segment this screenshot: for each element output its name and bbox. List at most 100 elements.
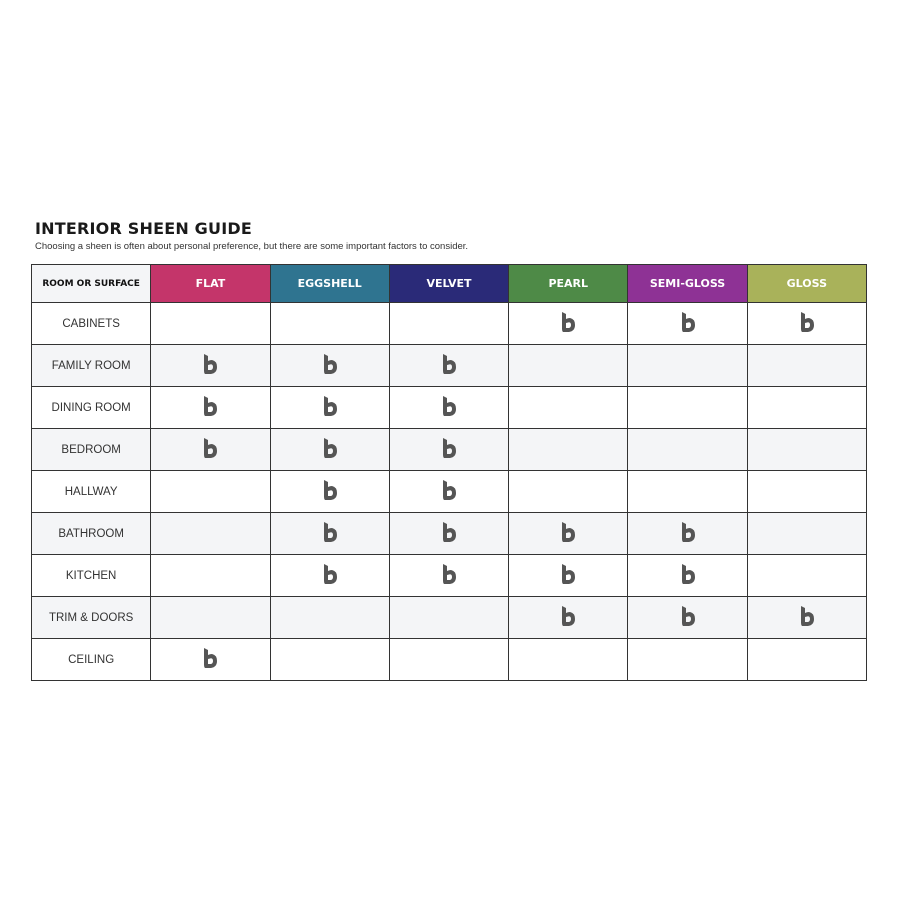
- b-logo-icon: [322, 396, 338, 416]
- header-room-or-surface: ROOM OR SURFACE: [30, 264, 152, 303]
- page-subtitle: Choosing a sheen is often about personal…: [35, 241, 469, 252]
- cell-flat: [150, 512, 271, 555]
- b-logo-icon: [202, 354, 218, 374]
- table-row: KITCHEN: [30, 554, 868, 597]
- cell-velvet: [388, 470, 510, 513]
- cell-velvet: [388, 596, 510, 639]
- row-label: FAMILY ROOM: [30, 344, 152, 387]
- cell-eggshell: [269, 596, 390, 639]
- table-row: FAMILY ROOM: [30, 344, 868, 387]
- header-row: ROOM OR SURFACE FLAT EGGSHELL VELVET PEARL S…: [30, 264, 868, 303]
- b-logo-icon: [202, 396, 218, 416]
- cell-eggshell: [269, 344, 390, 387]
- table-row: HALLWAY: [30, 470, 868, 513]
- row-label: BATHROOM: [30, 512, 152, 555]
- cell-gloss: [746, 470, 868, 513]
- header-flat: FLAT: [150, 264, 271, 303]
- b-logo-icon: [441, 480, 457, 500]
- sheen-guide-table: ROOM OR SURFACE FLAT EGGSHELL VELVET PEARL S…: [30, 264, 868, 681]
- cell-semi-gloss: [627, 344, 748, 387]
- cell-pearl: [508, 302, 629, 345]
- cell-gloss: [746, 428, 868, 471]
- cell-velvet: [388, 638, 510, 681]
- cell-eggshell: [269, 428, 390, 471]
- b-logo-icon: [322, 480, 338, 500]
- cell-semi-gloss: [627, 512, 748, 555]
- table-row: BEDROOM: [30, 428, 868, 471]
- cell-eggshell: [269, 302, 390, 345]
- cell-gloss: [746, 386, 868, 429]
- cell-pearl: [508, 344, 629, 387]
- cell-eggshell: [269, 512, 390, 555]
- b-logo-icon: [441, 564, 457, 584]
- b-logo-icon: [799, 606, 815, 626]
- cell-flat: [150, 386, 271, 429]
- cell-semi-gloss: [627, 638, 748, 681]
- cell-semi-gloss: [627, 302, 748, 345]
- b-logo-icon: [441, 438, 457, 458]
- cell-gloss: [746, 554, 868, 597]
- header-semi-gloss: SEMI-GLOSS: [627, 264, 748, 303]
- b-logo-icon: [441, 396, 457, 416]
- table-row: CEILING: [30, 638, 868, 681]
- cell-pearl: [508, 554, 629, 597]
- cell-flat: [150, 470, 271, 513]
- b-logo-icon: [680, 606, 696, 626]
- row-label: DINING ROOM: [30, 386, 152, 429]
- b-logo-icon: [560, 564, 576, 584]
- cell-semi-gloss: [627, 386, 748, 429]
- b-logo-icon: [680, 522, 696, 542]
- cell-eggshell: [269, 470, 390, 513]
- cell-gloss: [746, 344, 868, 387]
- b-logo-icon: [560, 522, 576, 542]
- cell-velvet: [388, 302, 510, 345]
- cell-semi-gloss: [627, 428, 748, 471]
- header-gloss: GLOSS: [746, 264, 868, 303]
- cell-flat: [150, 428, 271, 471]
- b-logo-icon: [322, 354, 338, 374]
- cell-gloss: [746, 596, 868, 639]
- cell-pearl: [508, 512, 629, 555]
- b-logo-icon: [441, 354, 457, 374]
- table-row: BATHROOM: [30, 512, 868, 555]
- cell-velvet: [388, 344, 510, 387]
- b-logo-icon: [560, 312, 576, 332]
- header-eggshell: EGGSHELL: [269, 264, 390, 303]
- b-logo-icon: [202, 438, 218, 458]
- cell-pearl: [508, 386, 629, 429]
- cell-flat: [150, 554, 271, 597]
- row-label: TRIM & DOORS: [30, 596, 152, 639]
- row-label: BEDROOM: [30, 428, 152, 471]
- cell-eggshell: [269, 554, 390, 597]
- b-logo-icon: [322, 564, 338, 584]
- cell-gloss: [746, 302, 868, 345]
- cell-flat: [150, 302, 271, 345]
- cell-semi-gloss: [627, 470, 748, 513]
- b-logo-icon: [560, 606, 576, 626]
- cell-semi-gloss: [627, 554, 748, 597]
- cell-pearl: [508, 470, 629, 513]
- cell-flat: [150, 596, 271, 639]
- b-logo-icon: [799, 312, 815, 332]
- b-logo-icon: [202, 648, 218, 668]
- header-pearl: PEARL: [508, 264, 629, 303]
- b-logo-icon: [441, 522, 457, 542]
- cell-velvet: [388, 386, 510, 429]
- cell-flat: [150, 344, 271, 387]
- row-label: HALLWAY: [30, 470, 152, 513]
- table-row: CABINETS: [30, 302, 868, 345]
- b-logo-icon: [680, 312, 696, 332]
- row-label: CEILING: [30, 638, 152, 681]
- cell-eggshell: [269, 638, 390, 681]
- page-title: INTERIOR SHEEN GUIDE: [35, 219, 252, 238]
- row-label: CABINETS: [30, 302, 152, 345]
- cell-semi-gloss: [627, 596, 748, 639]
- row-label: KITCHEN: [30, 554, 152, 597]
- cell-pearl: [508, 596, 629, 639]
- cell-velvet: [388, 512, 510, 555]
- cell-pearl: [508, 638, 629, 681]
- b-logo-icon: [322, 438, 338, 458]
- table-row: TRIM & DOORS: [30, 596, 868, 639]
- b-logo-icon: [680, 564, 696, 584]
- cell-velvet: [388, 428, 510, 471]
